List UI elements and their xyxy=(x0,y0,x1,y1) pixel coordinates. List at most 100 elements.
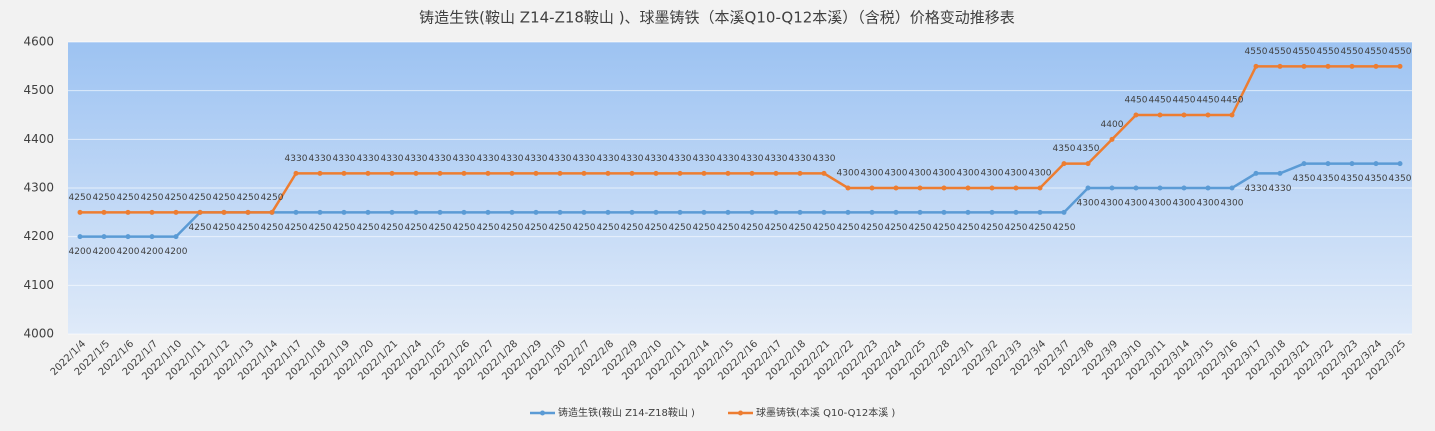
data-label: 4300 xyxy=(909,169,932,179)
data-point xyxy=(1349,161,1355,167)
data-label: 4250 xyxy=(213,193,236,203)
data-label: 4250 xyxy=(117,193,140,203)
y-tick-label: 4100 xyxy=(23,278,54,292)
data-point xyxy=(1205,185,1211,191)
data-label: 4250 xyxy=(981,223,1004,233)
data-point xyxy=(1397,63,1403,69)
data-point xyxy=(293,209,299,215)
data-label: 4330 xyxy=(477,154,500,164)
data-label: 4330 xyxy=(405,154,428,164)
data-label: 4200 xyxy=(93,247,116,257)
data-point xyxy=(893,185,899,191)
series-line xyxy=(80,65,1400,214)
data-label: 4330 xyxy=(693,154,716,164)
data-label: 4250 xyxy=(1029,223,1052,233)
data-label: 4550 xyxy=(1269,47,1292,57)
data-label: 4250 xyxy=(285,223,308,233)
data-label: 4330 xyxy=(549,154,572,164)
data-label: 4550 xyxy=(1341,47,1364,57)
data-point xyxy=(365,170,371,176)
data-label: 4330 xyxy=(501,154,524,164)
data-point xyxy=(605,209,611,215)
data-point xyxy=(797,170,803,176)
data-point xyxy=(869,185,875,191)
data-point xyxy=(197,209,203,215)
data-point xyxy=(701,209,707,215)
data-point xyxy=(557,209,563,215)
data-label: 4330 xyxy=(741,154,764,164)
data-point xyxy=(1085,161,1091,167)
data-point xyxy=(629,209,635,215)
data-point xyxy=(1037,185,1043,191)
data-point xyxy=(437,170,443,176)
data-label: 4250 xyxy=(501,223,524,233)
data-label: 4550 xyxy=(1293,47,1316,57)
data-label: 4250 xyxy=(765,223,788,233)
data-label: 4250 xyxy=(573,223,596,233)
y-tick-label: 4200 xyxy=(23,229,54,243)
data-label: 4550 xyxy=(1317,47,1340,57)
y-tick-label: 4500 xyxy=(23,83,54,97)
data-point xyxy=(221,209,227,215)
data-label: 4250 xyxy=(93,193,116,203)
data-point xyxy=(773,170,779,176)
data-point xyxy=(677,170,683,176)
data-point xyxy=(101,209,107,215)
data-point xyxy=(917,185,923,191)
data-point xyxy=(485,170,491,176)
data-label: 4250 xyxy=(957,223,980,233)
data-point xyxy=(1349,63,1355,69)
data-point xyxy=(941,185,947,191)
data-label: 4250 xyxy=(597,223,620,233)
data-point xyxy=(149,209,155,215)
data-label: 4450 xyxy=(1197,96,1220,106)
data-point xyxy=(413,209,419,215)
data-label: 4350 xyxy=(1389,174,1412,184)
data-label: 4250 xyxy=(261,193,284,203)
data-label: 4350 xyxy=(1341,174,1364,184)
data-label: 4250 xyxy=(933,223,956,233)
data-label: 4330 xyxy=(621,154,644,164)
data-point xyxy=(341,170,347,176)
data-label: 4250 xyxy=(549,223,572,233)
data-label: 4330 xyxy=(429,154,452,164)
data-point xyxy=(845,209,851,215)
data-label: 4300 xyxy=(1173,199,1196,209)
data-label: 4300 xyxy=(1149,199,1172,209)
data-label: 4250 xyxy=(333,223,356,233)
data-point xyxy=(413,170,419,176)
data-label: 4250 xyxy=(453,223,476,233)
data-point xyxy=(1157,112,1163,118)
y-tick-label: 4600 xyxy=(23,35,54,49)
data-point xyxy=(485,209,491,215)
data-label: 4550 xyxy=(1245,47,1268,57)
y-tick-label: 4000 xyxy=(23,327,54,341)
data-label: 4250 xyxy=(309,223,332,233)
data-label: 4450 xyxy=(1125,96,1148,106)
data-point xyxy=(1277,63,1283,69)
data-label: 4350 xyxy=(1077,144,1100,154)
data-point xyxy=(77,209,83,215)
data-point xyxy=(845,185,851,191)
data-label: 4350 xyxy=(1293,174,1316,184)
data-label: 4250 xyxy=(405,223,428,233)
data-point xyxy=(749,209,755,215)
data-label: 4250 xyxy=(789,223,812,233)
y-tick-label: 4400 xyxy=(23,132,54,146)
data-point xyxy=(293,170,299,176)
data-label: 4250 xyxy=(885,223,908,233)
data-label: 4330 xyxy=(357,154,380,164)
data-label: 4250 xyxy=(1005,223,1028,233)
data-label: 4200 xyxy=(165,247,188,257)
data-label: 4330 xyxy=(597,154,620,164)
data-label: 4200 xyxy=(141,247,164,257)
data-label: 4330 xyxy=(381,154,404,164)
data-point xyxy=(1301,161,1307,167)
data-point xyxy=(149,234,155,240)
data-label: 4250 xyxy=(909,223,932,233)
data-point xyxy=(1325,63,1331,69)
data-label: 4250 xyxy=(525,223,548,233)
data-label: 4250 xyxy=(165,193,188,203)
data-label: 4350 xyxy=(1053,144,1076,154)
